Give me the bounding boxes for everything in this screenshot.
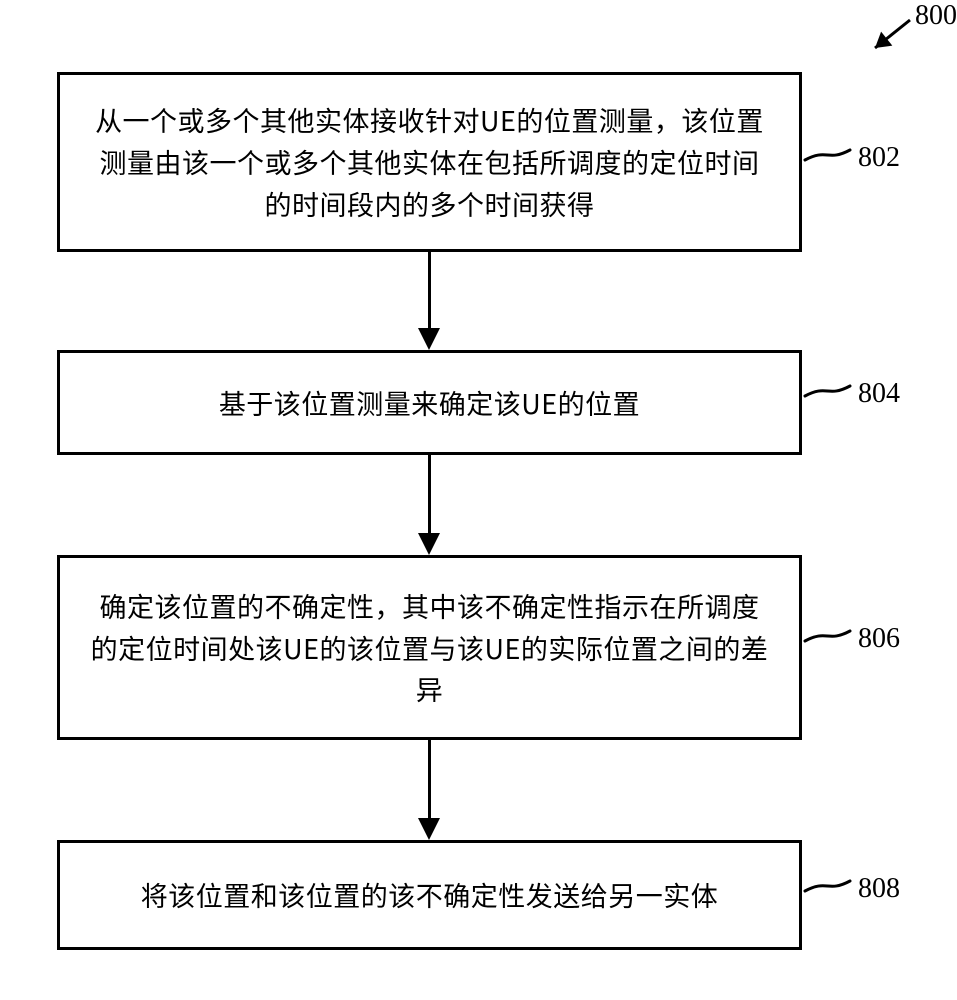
step-804-label: 804 bbox=[858, 378, 900, 410]
step-806-text: 确定该位置的不确定性，其中该不确定性指示在所调度的定位时间处该UE的该位置与该U… bbox=[90, 585, 769, 711]
step-808-label: 808 bbox=[858, 873, 900, 905]
arrow-step-802-to-step-804 bbox=[418, 252, 440, 350]
flowchart-canvas: 从一个或多个其他实体接收针对UE的位置测量，该位置测量由该一个或多个其他实体在包… bbox=[0, 0, 957, 1000]
step-808: 将该位置和该位置的该不确定性发送给另一实体 bbox=[57, 840, 802, 950]
step-804-leader bbox=[800, 371, 855, 411]
step-802-text: 从一个或多个其他实体接收针对UE的位置测量，该位置测量由该一个或多个其他实体在包… bbox=[90, 99, 769, 225]
arrow-head-icon bbox=[418, 328, 440, 350]
step-808-text: 将该位置和该位置的该不确定性发送给另一实体 bbox=[141, 874, 719, 916]
figure-number-label: 800 bbox=[915, 0, 957, 32]
arrow-step-804-to-step-806 bbox=[418, 455, 440, 555]
arrow-head-icon bbox=[418, 533, 440, 555]
step-804: 基于该位置测量来确定该UE的位置 bbox=[57, 350, 802, 455]
step-808-leader bbox=[800, 866, 855, 906]
step-804-text: 基于该位置测量来确定该UE的位置 bbox=[219, 382, 640, 424]
step-806: 确定该位置的不确定性，其中该不确定性指示在所调度的定位时间处该UE的该位置与该U… bbox=[57, 555, 802, 740]
arrow-head-icon bbox=[418, 818, 440, 840]
step-806-leader bbox=[800, 616, 855, 656]
step-806-label: 806 bbox=[858, 623, 900, 655]
step-802-label: 802 bbox=[858, 142, 900, 174]
step-802-leader bbox=[800, 135, 855, 175]
arrow-line bbox=[428, 455, 431, 533]
arrow-step-806-to-step-808 bbox=[418, 740, 440, 840]
arrow-line bbox=[428, 252, 431, 328]
step-802: 从一个或多个其他实体接收针对UE的位置测量，该位置测量由该一个或多个其他实体在包… bbox=[57, 72, 802, 252]
arrow-line bbox=[428, 740, 431, 818]
